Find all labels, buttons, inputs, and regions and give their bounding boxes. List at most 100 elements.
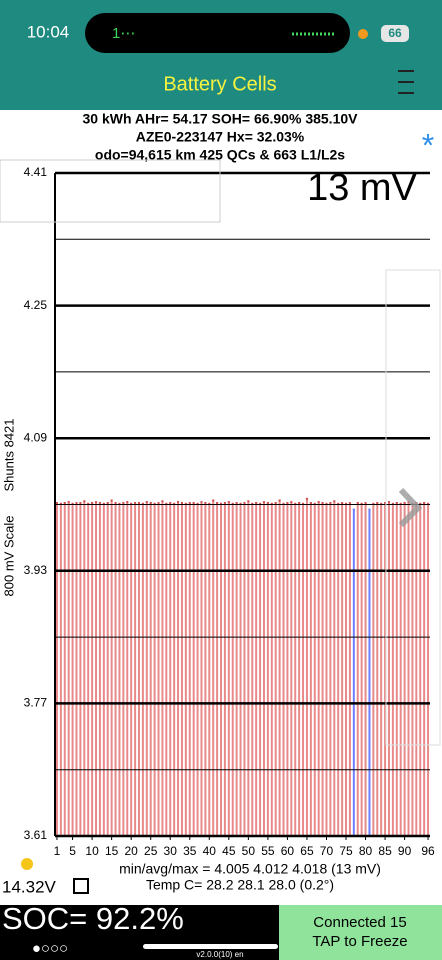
bar-cap bbox=[274, 502, 277, 505]
x-tick-label: 20 bbox=[124, 844, 138, 858]
bar-cap bbox=[212, 499, 215, 502]
bar bbox=[333, 500, 336, 836]
bar bbox=[305, 497, 308, 836]
bar bbox=[423, 502, 426, 836]
bar bbox=[134, 502, 137, 836]
side-panel bbox=[385, 269, 441, 746]
bar-cap bbox=[95, 501, 98, 504]
bar-cap bbox=[372, 502, 375, 505]
bar bbox=[153, 502, 156, 836]
bar-cap bbox=[352, 508, 355, 511]
x-tick-label: 35 bbox=[183, 844, 197, 858]
page-dots[interactable]: ●○○○ bbox=[32, 940, 68, 957]
x-tick-label: 40 bbox=[203, 844, 217, 858]
bar-cap bbox=[345, 502, 348, 505]
bar-cap bbox=[239, 502, 242, 505]
temp-line: Temp C= 28.2 28.1 28.0 (0.2°) bbox=[146, 877, 334, 893]
info-line: AZE0-223147 Hx= 32.03% bbox=[136, 129, 305, 145]
screen-title: Battery Cells bbox=[163, 73, 276, 95]
bar-cap bbox=[387, 501, 390, 504]
bar bbox=[67, 501, 70, 836]
bar bbox=[91, 502, 94, 836]
x-tick-label: 1 bbox=[54, 844, 61, 858]
bar-cap bbox=[200, 501, 203, 504]
bar-cap bbox=[102, 502, 105, 505]
menu-icon[interactable] bbox=[398, 70, 414, 94]
bar bbox=[71, 502, 74, 836]
asterisk-button[interactable]: * bbox=[422, 127, 434, 163]
freeze-label: TAP to Freeze bbox=[312, 933, 407, 950]
bar bbox=[309, 502, 312, 836]
connect-button[interactable] bbox=[279, 905, 442, 960]
bar-cap bbox=[161, 500, 164, 503]
bulb-icon[interactable] bbox=[21, 858, 33, 870]
bar bbox=[325, 502, 328, 836]
bar-cap bbox=[208, 502, 211, 505]
y-axis-label: Shunts 8421 bbox=[1, 418, 16, 491]
bar-cap bbox=[270, 502, 273, 505]
bar bbox=[231, 502, 234, 836]
bar-cap bbox=[231, 502, 234, 505]
bar bbox=[251, 502, 254, 836]
bar bbox=[102, 502, 105, 836]
bar-cap bbox=[356, 502, 359, 505]
bar-cap bbox=[278, 499, 281, 502]
bar-cap bbox=[220, 502, 223, 505]
bar-cap bbox=[177, 501, 180, 504]
battery-icon bbox=[381, 25, 409, 42]
bar-cap bbox=[196, 502, 199, 505]
bar-cap bbox=[149, 502, 152, 505]
bar-cap bbox=[251, 502, 254, 505]
calendar-icon[interactable] bbox=[73, 878, 89, 894]
bar-cap bbox=[137, 502, 140, 505]
bar bbox=[192, 502, 195, 836]
y-tick-label: 4.09 bbox=[24, 430, 48, 444]
connected-label: Connected 15 bbox=[313, 914, 406, 931]
bar-cap bbox=[325, 502, 328, 505]
chevron[interactable] bbox=[398, 487, 423, 528]
bar-cap bbox=[302, 502, 305, 505]
bar-cap bbox=[266, 502, 269, 505]
bar-cap bbox=[243, 502, 246, 505]
bar bbox=[55, 502, 58, 836]
bar-cap bbox=[157, 502, 160, 505]
x-tick-label: 85 bbox=[378, 844, 392, 858]
bar bbox=[298, 502, 301, 836]
bar-cap bbox=[79, 502, 82, 505]
bar bbox=[286, 502, 289, 836]
bar-cap bbox=[247, 500, 250, 503]
bar bbox=[208, 502, 211, 836]
bar-cap bbox=[282, 502, 285, 505]
bar bbox=[352, 508, 355, 836]
bar-cap bbox=[235, 502, 238, 505]
bar-cap bbox=[298, 502, 301, 505]
bar bbox=[75, 502, 78, 836]
bar bbox=[223, 502, 226, 836]
bar-cap bbox=[110, 499, 113, 502]
bar bbox=[337, 502, 340, 836]
bar-cap bbox=[55, 502, 58, 505]
battery-level: 66 bbox=[388, 26, 402, 40]
bar-cap bbox=[309, 502, 312, 505]
bar-cap bbox=[403, 502, 406, 505]
bar bbox=[98, 502, 101, 836]
bar bbox=[376, 502, 379, 836]
home-indicator bbox=[143, 944, 278, 949]
bar-cap bbox=[391, 502, 394, 505]
bar bbox=[212, 499, 215, 836]
bar bbox=[83, 500, 86, 836]
bar-cap bbox=[286, 502, 289, 505]
bar-cap bbox=[71, 502, 74, 505]
info-line: 30 kWh AHr= 54.17 SOH= 66.90% 385.10V bbox=[83, 111, 359, 127]
bar-cap bbox=[317, 501, 320, 504]
bar-cap bbox=[165, 502, 168, 505]
x-tick-label: 15 bbox=[105, 844, 119, 858]
x-tick-label: 45 bbox=[222, 844, 236, 858]
bar bbox=[262, 501, 265, 836]
soc-label: SOC= 92.2% bbox=[2, 901, 184, 936]
bar bbox=[415, 502, 418, 836]
x-tick-label: 25 bbox=[144, 844, 158, 858]
dynamic-island bbox=[85, 13, 350, 53]
bar bbox=[243, 502, 246, 836]
